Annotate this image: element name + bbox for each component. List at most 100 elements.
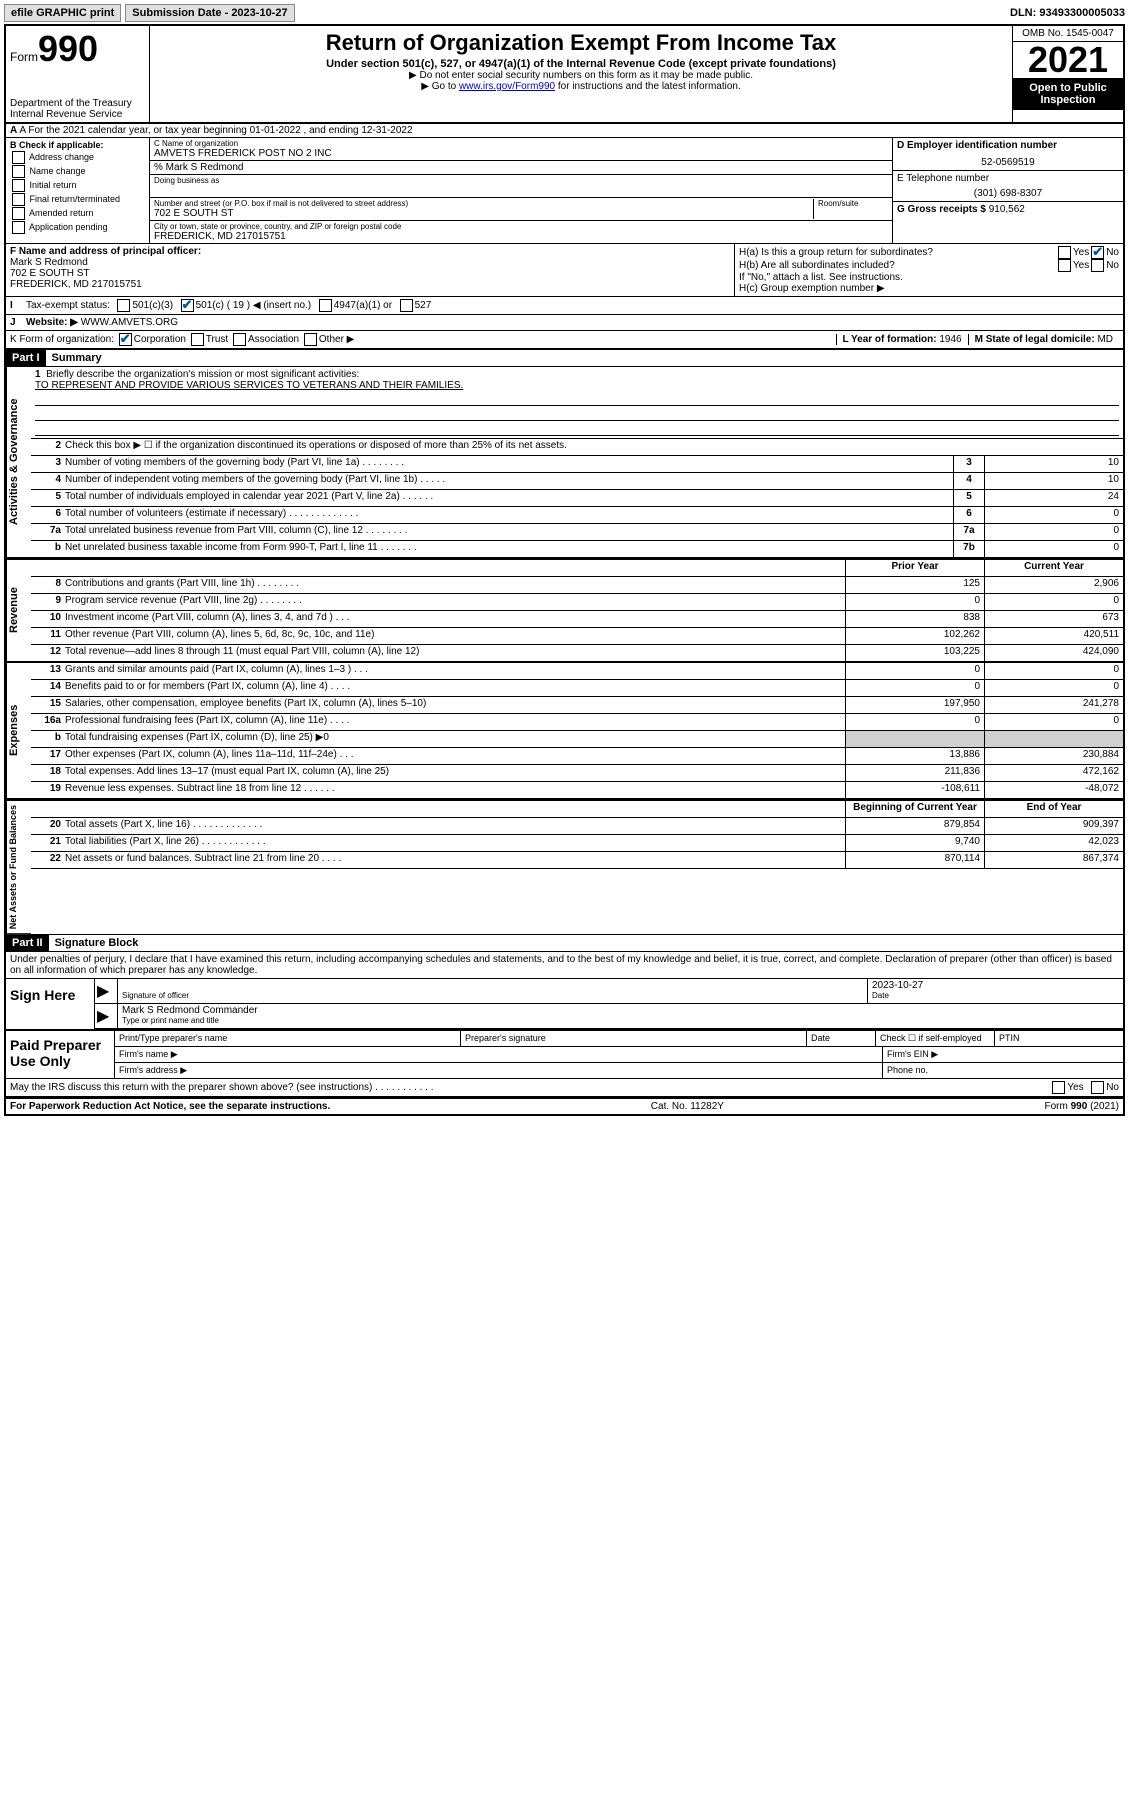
chk-4947[interactable] xyxy=(319,299,332,312)
self-employed-check[interactable]: Check ☐ if self-employed xyxy=(875,1031,994,1046)
preparer-date-label: Date xyxy=(806,1031,875,1046)
form-number: Form990 xyxy=(10,28,145,70)
arrow-icon: ▶ xyxy=(95,1004,117,1028)
care-of: % Mark S Redmond xyxy=(150,161,892,175)
table-row: 8Contributions and grants (Part VIII, li… xyxy=(31,577,1123,594)
net-header-row: Beginning of Current Year End of Year xyxy=(31,801,1123,818)
submission-date-button[interactable]: Submission Date - 2023-10-27 xyxy=(125,4,294,22)
ha-yes[interactable] xyxy=(1058,246,1071,259)
top-toolbar: efile GRAPHIC print Submission Date - 20… xyxy=(4,4,1125,22)
phone-value: (301) 698-8307 xyxy=(897,188,1119,199)
ha-no[interactable] xyxy=(1091,246,1104,259)
vtab-revenue: Revenue xyxy=(6,560,31,662)
vtab-expenses: Expenses xyxy=(6,663,31,799)
ssn-note: ▶ Do not enter social security numbers o… xyxy=(154,70,1008,81)
firm-address-label: Firm's address ▶ xyxy=(115,1063,882,1078)
room-suite-label: Room/suite xyxy=(818,199,888,208)
table-row: 21Total liabilities (Part X, line 26) . … xyxy=(31,835,1123,852)
row-i-tax-status: I Tax-exempt status: 501(c)(3) 501(c) ( … xyxy=(6,297,1123,315)
preparer-name-label: Print/Type preparer's name xyxy=(115,1031,460,1046)
col-h-group: H(a) Is this a group return for subordin… xyxy=(735,244,1123,296)
table-row: 16aProfessional fundraising fees (Part I… xyxy=(31,714,1123,731)
gross-receipts: 910,562 xyxy=(989,204,1025,215)
table-row: 5Total number of individuals employed in… xyxy=(31,490,1123,507)
page-footer: For Paperwork Reduction Act Notice, see … xyxy=(6,1098,1123,1114)
table-row: 12Total revenue—add lines 8 through 11 (… xyxy=(31,645,1123,662)
chk-other[interactable] xyxy=(304,333,317,346)
firm-ein-label: Firm's EIN ▶ xyxy=(882,1047,1123,1062)
row-a-period: A A For the 2021 calendar year, or tax y… xyxy=(6,124,1123,138)
table-row: 14Benefits paid to or for members (Part … xyxy=(31,680,1123,697)
form-container: Form990 Department of the Treasury Inter… xyxy=(4,24,1125,1116)
table-row: 13Grants and similar amounts paid (Part … xyxy=(31,663,1123,680)
year-formation: 1946 xyxy=(939,334,961,345)
part2-header: Part II Signature Block xyxy=(6,934,1123,952)
table-row: 17Other expenses (Part IX, column (A), l… xyxy=(31,748,1123,765)
chk-address-change[interactable]: Address change xyxy=(10,151,145,164)
ein-value: 52-0569519 xyxy=(897,157,1119,168)
table-row: 6Total number of volunteers (estimate if… xyxy=(31,507,1123,524)
table-row: 19Revenue less expenses. Subtract line 1… xyxy=(31,782,1123,799)
irs-link[interactable]: www.irs.gov/Form990 xyxy=(459,81,555,92)
chk-application-pending[interactable]: Application pending xyxy=(10,221,145,234)
col-b-checkboxes: B Check if applicable: Address change Na… xyxy=(6,138,150,243)
table-row: bNet unrelated business taxable income f… xyxy=(31,541,1123,558)
org-name: AMVETS FREDERICK POST NO 2 INC xyxy=(154,148,888,159)
rev-header-row: Prior Year Current Year xyxy=(31,560,1123,577)
table-row: 3Number of voting members of the governi… xyxy=(31,456,1123,473)
firm-name-label: Firm's name ▶ xyxy=(115,1047,882,1062)
hb-yes[interactable] xyxy=(1058,259,1071,272)
mission-text: TO REPRESENT AND PROVIDE VARIOUS SERVICE… xyxy=(35,380,463,391)
website-value: WWW.AMVETS.ORG xyxy=(81,317,178,328)
table-row: 15Salaries, other compensation, employee… xyxy=(31,697,1123,714)
table-row: 4Number of independent voting members of… xyxy=(31,473,1123,490)
chk-association[interactable] xyxy=(233,333,246,346)
table-row: 10Investment income (Part VIII, column (… xyxy=(31,611,1123,628)
arrow-icon: ▶ xyxy=(95,979,117,1003)
dln-label: DLN: 93493300005033 xyxy=(1010,7,1125,19)
officer-name: Mark S Redmond xyxy=(10,257,88,268)
dept-label: Department of the Treasury xyxy=(10,98,145,109)
line-2: 2Check this box ▶ ☐ if the organization … xyxy=(31,439,1123,456)
dba-label: Doing business as xyxy=(154,176,888,185)
chk-corporation[interactable] xyxy=(119,333,132,346)
table-row: 18Total expenses. Add lines 13–17 (must … xyxy=(31,765,1123,782)
col-d-ein-phone: D Employer identification number 52-0569… xyxy=(893,138,1123,243)
hb-no[interactable] xyxy=(1091,259,1104,272)
goto-note: ▶ Go to www.irs.gov/Form990 for instruct… xyxy=(154,81,1008,92)
sign-here-label: Sign Here xyxy=(6,979,95,1029)
row-klm: K Form of organization: Corporation Trus… xyxy=(6,331,1123,350)
table-row: 7aTotal unrelated business revenue from … xyxy=(31,524,1123,541)
form-title: Return of Organization Exempt From Incom… xyxy=(154,30,1008,56)
chk-name-change[interactable]: Name change xyxy=(10,165,145,178)
chk-amended[interactable]: Amended return xyxy=(10,207,145,220)
table-row: bTotal fundraising expenses (Part IX, co… xyxy=(31,731,1123,748)
chk-final-return[interactable]: Final return/terminated xyxy=(10,193,145,206)
irs-label: Internal Revenue Service xyxy=(10,109,145,120)
state-domicile: MD xyxy=(1097,334,1113,345)
mission-block: 1 Briefly describe the organization's mi… xyxy=(31,367,1123,439)
vtab-governance: Activities & Governance xyxy=(6,367,31,558)
col-c-org-info: C Name of organization AMVETS FREDERICK … xyxy=(150,138,893,243)
firm-phone-label: Phone no. xyxy=(882,1063,1123,1078)
chk-527[interactable] xyxy=(400,299,413,312)
sig-date: 2023-10-27 xyxy=(872,980,1119,991)
row-j-website: J Website: ▶ WWW.AMVETS.ORG xyxy=(6,315,1123,331)
open-inspection: Open to PublicInspection xyxy=(1013,78,1123,110)
chk-initial-return[interactable]: Initial return xyxy=(10,179,145,192)
efile-button[interactable]: efile GRAPHIC print xyxy=(4,4,121,22)
chk-501c[interactable] xyxy=(181,299,194,312)
table-row: 9Program service revenue (Part VIII, lin… xyxy=(31,594,1123,611)
street-address: 702 E SOUTH ST xyxy=(154,208,813,219)
discuss-yes[interactable] xyxy=(1052,1081,1065,1094)
discuss-no[interactable] xyxy=(1091,1081,1104,1094)
table-row: 20Total assets (Part X, line 16) . . . .… xyxy=(31,818,1123,835)
form-subtitle: Under section 501(c), 527, or 4947(a)(1)… xyxy=(154,58,1008,70)
form-header: Form990 Department of the Treasury Inter… xyxy=(6,26,1123,124)
table-row: 22Net assets or fund balances. Subtract … xyxy=(31,852,1123,869)
chk-trust[interactable] xyxy=(191,333,204,346)
signature-intro: Under penalties of perjury, I declare th… xyxy=(6,952,1123,978)
tax-year: 2021 xyxy=(1013,42,1123,78)
chk-501c3[interactable] xyxy=(117,299,130,312)
ptin-label: PTIN xyxy=(994,1031,1123,1046)
